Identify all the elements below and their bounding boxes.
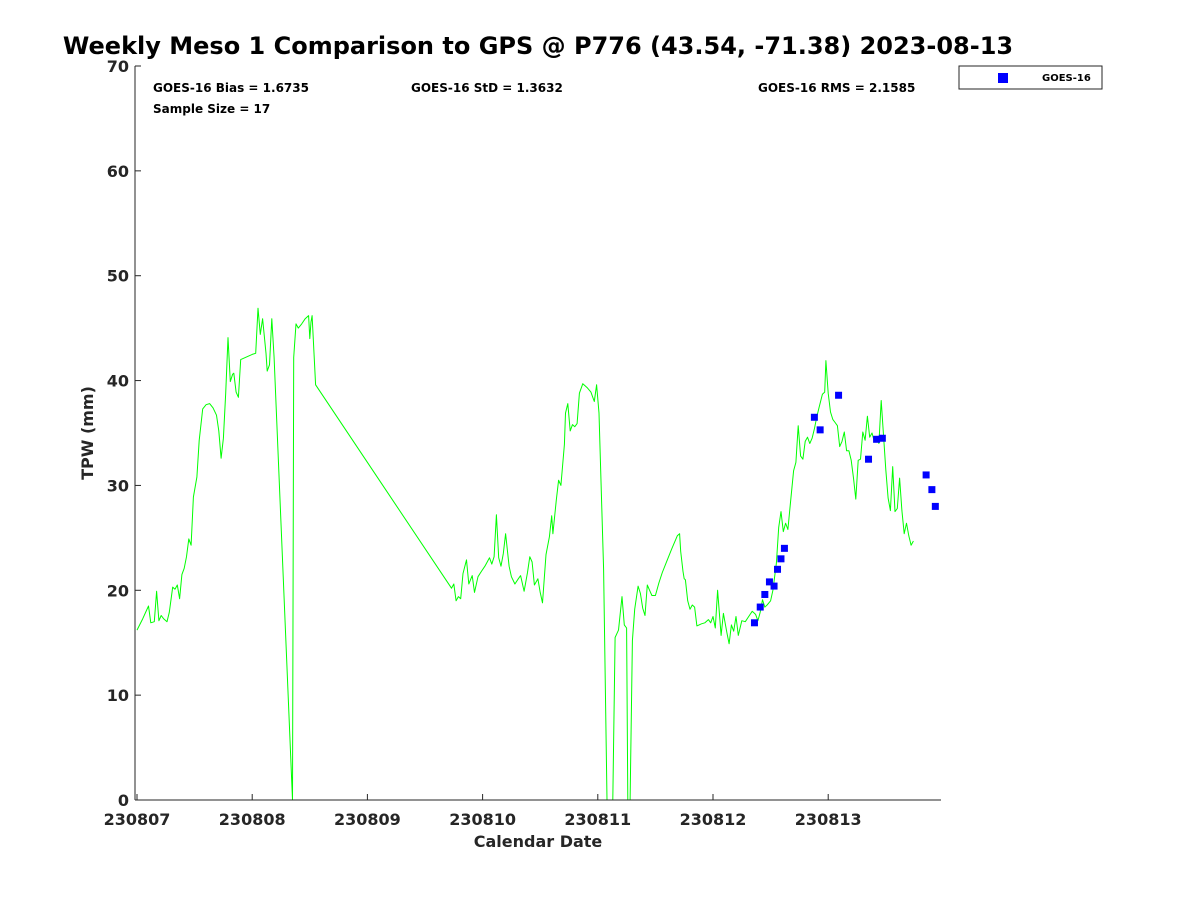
y-tick-label: 10 [107, 686, 129, 705]
goes16-point [816, 426, 824, 434]
x-axis-label: Calendar Date [474, 832, 603, 851]
goes16-point [770, 582, 778, 590]
goes16-point [780, 544, 788, 552]
y-tick-label: 50 [107, 267, 129, 286]
y-axis-label: TPW (mm) [78, 386, 97, 480]
goes16-point [865, 455, 873, 463]
std-stat: GOES-16 StD = 1.3632 [411, 81, 563, 95]
goes16-point [878, 434, 886, 442]
x-tick-label: 230807 [104, 810, 171, 829]
y-tick-label: 0 [118, 791, 129, 810]
goes16-point [761, 590, 769, 598]
y-tick-label: 40 [107, 372, 129, 391]
goes16-point [931, 502, 939, 510]
goes16-point [928, 486, 936, 494]
y-tick-label: 20 [107, 581, 129, 600]
plot-area [136, 307, 939, 801]
x-tick-label: 230812 [680, 810, 747, 829]
x-tick-label: 230809 [334, 810, 401, 829]
y-tick-label: 60 [107, 162, 129, 181]
goes16-point [873, 435, 881, 443]
legend: GOES-16 [958, 65, 1103, 90]
x-tick-label: 230813 [795, 810, 862, 829]
gps-tpw-line [136, 307, 914, 801]
x-tick-label: 230811 [564, 810, 631, 829]
goes16-point [774, 565, 782, 573]
goes16-point [750, 619, 758, 627]
goes16-point [810, 413, 818, 421]
goes16-point [777, 555, 785, 563]
goes16-point [765, 578, 773, 586]
legend-label-goes16: GOES-16 [1042, 73, 1091, 84]
x-tick-label: 230810 [449, 810, 516, 829]
legend-marker [998, 73, 1008, 83]
chart-title: Weekly Meso 1 Comparison to GPS @ P776 (… [63, 32, 1013, 60]
goes16-point [922, 471, 930, 479]
rms-stat: GOES-16 RMS = 2.1585 [758, 81, 915, 95]
sample-size-stat: Sample Size = 17 [153, 102, 270, 116]
legend-box [958, 65, 1103, 90]
x-ticks: 230807 230808 230809 230810 230811 230812 2308… [104, 794, 862, 829]
y-ticks: 0 10 20 30 40 50 60 70 [107, 57, 141, 810]
bias-stat: GOES-16 Bias = 1.6735 [153, 81, 309, 95]
y-tick-label: 30 [107, 476, 129, 495]
goes16-point [756, 603, 764, 611]
goes16-point [835, 391, 843, 399]
y-tick-label: 70 [107, 57, 129, 76]
x-tick-label: 230808 [219, 810, 286, 829]
